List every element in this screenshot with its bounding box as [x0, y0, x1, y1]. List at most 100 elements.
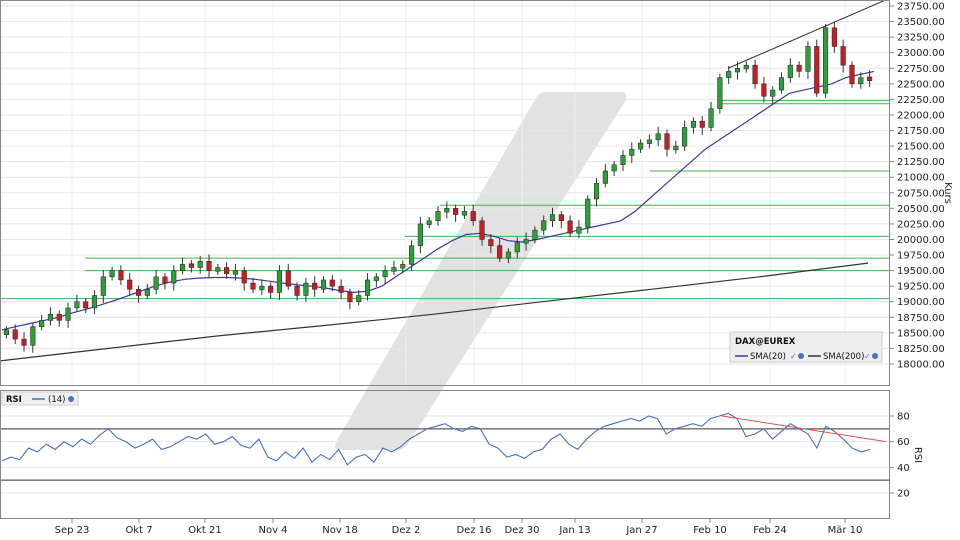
rsi-settings-icon[interactable]	[68, 396, 74, 402]
candle-body	[505, 251, 512, 259]
time-tick-label: Feb 10	[693, 525, 727, 536]
candle-body	[259, 285, 265, 291]
candle-body	[153, 276, 159, 290]
candles-layer	[3, 22, 873, 353]
candle-body	[567, 220, 573, 234]
candle-body	[180, 264, 186, 271]
candle-body	[39, 320, 45, 327]
candle-body	[74, 301, 80, 309]
price-tick-label: 19500.00	[897, 266, 945, 277]
price-tick-label: 18750.00	[897, 313, 945, 324]
rsi-line	[1, 412, 871, 466]
rsi-panel-frame	[0, 390, 890, 519]
candle-body	[708, 108, 714, 128]
candle-body	[347, 292, 353, 302]
time-axis: Sep 23 Okt 7 Okt 21 Nov 4 Nov 18 Dez 2 Dez 16 D…	[55, 519, 862, 536]
candle-body	[285, 270, 291, 287]
price-tick-label: 20000.00	[897, 235, 945, 246]
time-tick-label: Sep 23	[55, 525, 90, 536]
candle-body	[770, 89, 776, 97]
candle-body	[373, 276, 379, 281]
candle-body	[629, 148, 635, 156]
candle-body	[849, 64, 855, 85]
price-tick-label: 18500.00	[897, 328, 945, 339]
candle-body	[796, 64, 802, 72]
candle-body	[320, 279, 327, 290]
candle-body	[391, 267, 397, 272]
legend-sma200: SMA(200)	[823, 352, 864, 362]
price-tick-label: 22000.00	[897, 110, 945, 121]
legend-sma20-check-icon[interactable]: ✓	[790, 352, 797, 361]
candle-body	[814, 46, 820, 94]
time-tick-label: Okt 21	[188, 525, 222, 536]
candle-body	[135, 289, 142, 296]
candle-body	[778, 77, 785, 91]
rsi-trend-line	[721, 415, 887, 443]
price-tick-label: 20750.00	[897, 188, 945, 199]
candle-body	[364, 279, 371, 296]
candle-body	[338, 285, 344, 293]
candle-body	[752, 64, 758, 85]
rsi-tick-label: 20	[897, 489, 910, 500]
rsi-axis-label: RSI	[912, 447, 923, 463]
price-tick-label: 23250.00	[897, 33, 945, 44]
candle-body	[47, 313, 53, 321]
candle-body	[83, 301, 89, 309]
sma200-layer	[0, 262, 869, 362]
candle-body	[638, 142, 644, 150]
candle-body	[21, 338, 27, 346]
candle-body	[479, 220, 485, 240]
price-tick-label: 19000.00	[897, 297, 945, 308]
candle-body	[268, 285, 274, 293]
sma200-line	[0, 262, 869, 362]
candle-body	[206, 261, 212, 271]
candle-body	[470, 211, 476, 222]
price-panel-frame	[0, 0, 890, 386]
candle-body	[118, 270, 124, 281]
legend-sma20-settings-icon[interactable]	[798, 353, 804, 359]
candle-body	[726, 71, 732, 78]
candle-body	[620, 155, 626, 166]
candle-body	[400, 264, 406, 269]
candle-body	[444, 208, 450, 213]
price-tick-label: 21000.00	[897, 173, 945, 184]
price-tick-label: 20500.00	[897, 204, 945, 215]
candle-body	[867, 76, 873, 81]
candle-body	[65, 307, 71, 321]
candle-body	[717, 77, 723, 109]
price-tick-label: 20250.00	[897, 219, 945, 230]
price-tick-label: 23500.00	[897, 17, 945, 28]
rsi-grid	[0, 415, 889, 494]
candle-body	[602, 170, 608, 184]
price-tick-label: 22750.00	[897, 64, 945, 75]
candle-body	[488, 239, 494, 246]
candle-body	[127, 279, 133, 290]
price-tick-label: 19750.00	[897, 251, 945, 262]
candle-body	[664, 133, 670, 150]
candle-body	[3, 329, 9, 335]
price-tick-label: 18250.00	[897, 344, 945, 355]
time-tick-label: Dez 2	[392, 525, 421, 536]
rsi-tick-label: 40	[897, 463, 910, 474]
time-tick-label: Nov 18	[322, 525, 357, 536]
candle-body	[805, 46, 811, 72]
candle-body	[558, 214, 564, 222]
legend-sma200-settings-icon[interactable]	[872, 353, 878, 359]
candle-body	[426, 220, 432, 225]
trend-layer	[727, 0, 887, 69]
candle-body	[514, 242, 520, 253]
candle-body	[109, 270, 115, 278]
legend-sma20: SMA(20)	[750, 352, 786, 362]
price-trend-line	[727, 0, 887, 69]
candle-body	[435, 211, 441, 222]
candle-body	[329, 279, 335, 287]
price-tick-label: 23000.00	[897, 48, 945, 59]
price-tick-label: 18000.00	[897, 360, 945, 371]
candle-body	[858, 77, 864, 85]
candle-body	[690, 120, 696, 128]
candle-body	[655, 133, 661, 141]
legend-sma200-check-icon[interactable]: ✓	[864, 352, 871, 361]
candle-body	[823, 27, 829, 94]
rsi-layer	[1, 412, 887, 466]
